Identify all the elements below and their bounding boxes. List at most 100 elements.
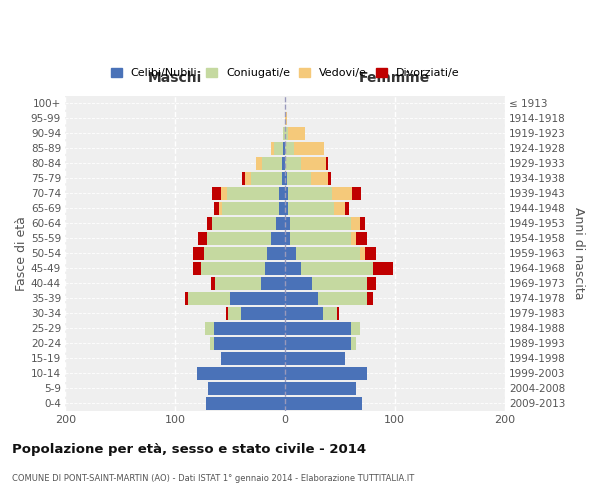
Bar <box>271 142 274 154</box>
Bar <box>202 262 265 274</box>
Bar <box>281 157 285 170</box>
Bar <box>318 292 367 304</box>
Bar <box>285 112 287 124</box>
Bar <box>274 142 283 154</box>
Bar <box>285 172 287 184</box>
Bar <box>268 247 285 260</box>
Bar <box>288 202 334 214</box>
Bar <box>356 232 367 244</box>
Bar <box>214 322 285 334</box>
Bar <box>193 262 202 274</box>
Bar <box>285 367 367 380</box>
Bar <box>359 247 365 260</box>
Bar <box>265 262 285 274</box>
Bar <box>281 172 285 184</box>
Bar <box>242 172 245 184</box>
Bar <box>285 202 288 214</box>
Bar <box>227 187 280 200</box>
Bar <box>285 337 351 349</box>
Bar <box>328 172 331 184</box>
Bar <box>285 382 356 394</box>
Bar <box>352 187 361 200</box>
Bar <box>285 292 318 304</box>
Bar <box>222 202 280 214</box>
Bar <box>210 337 214 349</box>
Bar <box>228 307 241 320</box>
Bar <box>288 127 305 140</box>
Text: Femmine: Femmine <box>359 71 430 85</box>
Bar <box>296 247 359 260</box>
Bar <box>207 217 212 230</box>
Bar <box>206 397 285 409</box>
Bar <box>214 337 285 349</box>
Bar <box>323 307 337 320</box>
Bar <box>351 232 356 244</box>
Bar <box>285 397 362 409</box>
Bar <box>301 262 373 274</box>
Bar <box>285 187 288 200</box>
Bar <box>285 232 290 244</box>
Bar <box>351 337 356 349</box>
Bar <box>287 172 311 184</box>
Bar <box>215 277 261 289</box>
Bar <box>198 232 207 244</box>
Bar <box>245 172 251 184</box>
Bar <box>346 202 349 214</box>
Bar <box>334 202 346 214</box>
Bar <box>212 187 221 200</box>
Bar <box>359 217 365 230</box>
Y-axis label: Fasce di età: Fasce di età <box>15 216 28 290</box>
Bar <box>197 367 285 380</box>
Bar <box>332 187 352 200</box>
Bar <box>367 277 376 289</box>
Text: Popolazione per età, sesso e stato civile - 2014: Popolazione per età, sesso e stato civil… <box>12 442 366 456</box>
Bar <box>285 247 296 260</box>
Bar <box>365 247 376 260</box>
Bar <box>313 277 367 289</box>
Bar <box>285 307 323 320</box>
Bar <box>337 307 339 320</box>
Bar <box>208 382 285 394</box>
Bar <box>214 202 219 214</box>
Bar <box>285 142 294 154</box>
Y-axis label: Anni di nascita: Anni di nascita <box>572 207 585 300</box>
Bar <box>219 202 222 214</box>
Bar <box>207 232 271 244</box>
Bar <box>203 247 268 260</box>
Bar <box>212 217 276 230</box>
Text: COMUNE DI PONT-SAINT-MARTIN (AO) - Dati ISTAT 1° gennaio 2014 - Elaborazione TUT: COMUNE DI PONT-SAINT-MARTIN (AO) - Dati … <box>12 474 414 483</box>
Bar <box>283 142 285 154</box>
Bar <box>311 172 328 184</box>
Bar <box>285 157 301 170</box>
Bar <box>351 322 359 334</box>
Bar <box>241 307 285 320</box>
Bar <box>283 127 285 140</box>
Bar <box>285 352 346 364</box>
Bar <box>326 157 328 170</box>
Bar <box>211 277 215 289</box>
Bar <box>280 187 285 200</box>
Bar <box>256 157 262 170</box>
Bar <box>290 217 351 230</box>
Bar <box>285 127 288 140</box>
Bar <box>251 172 281 184</box>
Bar <box>193 247 203 260</box>
Bar <box>373 262 392 274</box>
Bar <box>301 157 326 170</box>
Bar <box>294 142 325 154</box>
Bar <box>276 217 285 230</box>
Bar <box>221 187 227 200</box>
Bar <box>188 292 230 304</box>
Bar <box>285 217 290 230</box>
Bar <box>288 187 332 200</box>
Legend: Celibi/Nubili, Coniugati/e, Vedovi/e, Divorziati/e: Celibi/Nubili, Coniugati/e, Vedovi/e, Di… <box>106 64 464 82</box>
Bar <box>262 157 281 170</box>
Bar <box>285 322 351 334</box>
Bar <box>221 352 285 364</box>
Bar <box>280 202 285 214</box>
Bar <box>367 292 373 304</box>
Bar <box>290 232 351 244</box>
Bar <box>271 232 285 244</box>
Bar <box>226 307 228 320</box>
Bar <box>185 292 188 304</box>
